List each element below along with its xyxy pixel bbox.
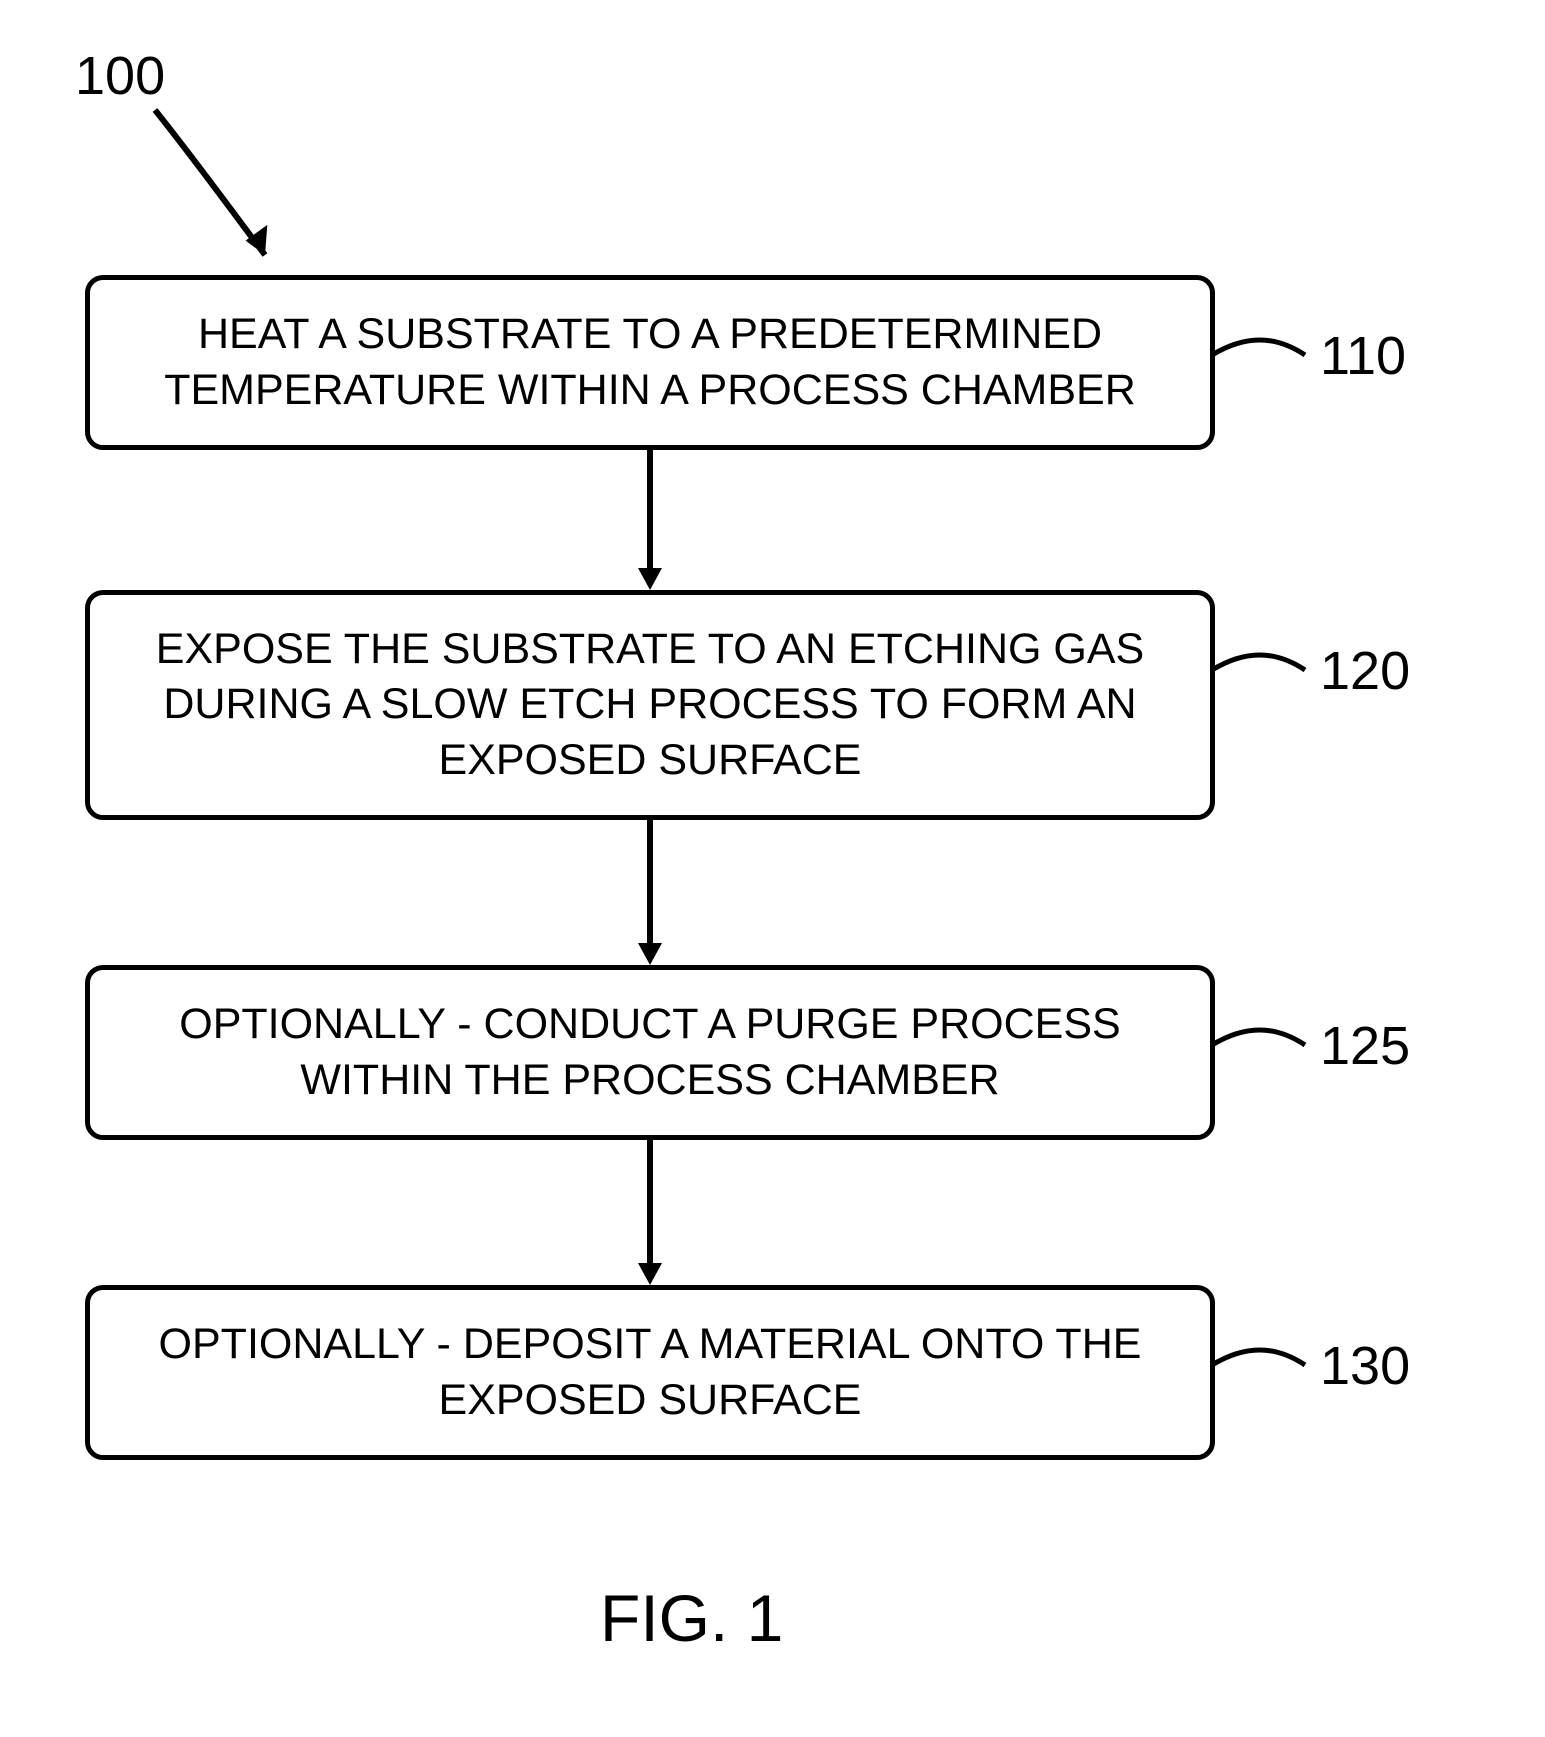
step-number-label: 130: [1320, 1335, 1410, 1397]
flow-arrow: [630, 1140, 670, 1290]
step-number-label: 110: [1320, 325, 1406, 387]
step-number-label: 120: [1320, 640, 1410, 702]
flow-arrow: [630, 450, 670, 595]
step-number-label: 125: [1320, 1015, 1410, 1077]
leader-line: [1210, 330, 1310, 380]
flowchart-step-heat: HEAT A SUBSTRATE TO A PREDETERMINED TEMP…: [85, 275, 1215, 450]
leader-line: [1210, 645, 1310, 695]
diagram-ref-number: 100: [75, 45, 165, 107]
flow-arrow: [630, 820, 670, 970]
diagram-ref-arrow: [145, 105, 315, 295]
figure-caption: FIG. 1: [600, 1580, 783, 1656]
flowchart-step-purge: OPTIONALLY - CONDUCT A PURGE PROCESS WIT…: [85, 965, 1215, 1140]
flowchart-step-deposit: OPTIONALLY - DEPOSIT A MATERIAL ONTO THE…: [85, 1285, 1215, 1460]
leader-line: [1210, 1340, 1310, 1390]
flowchart-step-etch: EXPOSE THE SUBSTRATE TO AN ETCHING GAS D…: [85, 590, 1215, 820]
leader-line: [1210, 1020, 1310, 1070]
